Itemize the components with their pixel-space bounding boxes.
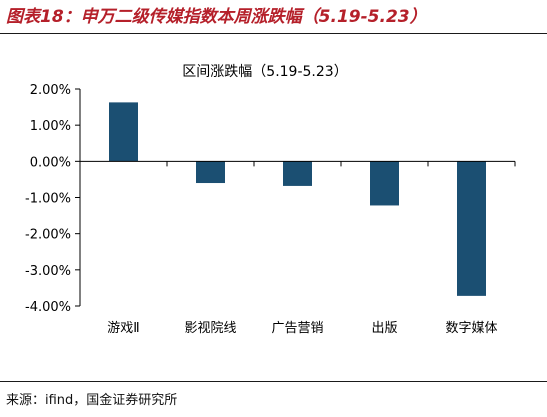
y-axis: 2.00% 1.00% 0.00% -1.00% -2.00% -3.00% -4.00%: [25, 83, 81, 315]
y-tick-label: 0.00%: [30, 155, 71, 170]
bars: [109, 102, 486, 296]
bar: [457, 161, 486, 296]
y-tick-label: -4.00%: [25, 300, 71, 315]
bar: [370, 161, 399, 206]
x-category-label: 出版: [371, 321, 397, 336]
source-divider: [0, 381, 547, 382]
x-category-label: 广告营销: [271, 321, 323, 336]
y-tick-label: -1.00%: [25, 192, 71, 207]
bar: [109, 102, 138, 162]
y-tick-label: 2.00%: [30, 83, 71, 98]
y-tick-label: -3.00%: [25, 264, 71, 279]
source-note: 来源：ifind，国金证券研究所: [6, 393, 178, 408]
bar: [196, 161, 225, 184]
x-category-label: 游戏Ⅱ: [107, 321, 139, 336]
title-divider: [0, 33, 547, 34]
y-tick-label: -2.00%: [25, 228, 71, 243]
x-category-label: 影视院线: [184, 321, 236, 336]
figure-title: 图表18：申万二级传媒指数本周涨跌幅（5.19-5.23）: [6, 7, 427, 27]
y-tick-label: 1.00%: [30, 119, 71, 134]
chart-title: 区间涨跌幅（5.19-5.23）: [182, 64, 347, 80]
x-axis: 游戏Ⅱ 影视院线 广告营销 出版 数字媒体: [79, 160, 516, 336]
bar: [283, 161, 312, 186]
bar-chart: 区间涨跌幅（5.19-5.23） 2.00% 1.00% 0.00% -1.00% -2…: [25, 64, 516, 336]
x-category-label: 数字媒体: [445, 321, 497, 336]
